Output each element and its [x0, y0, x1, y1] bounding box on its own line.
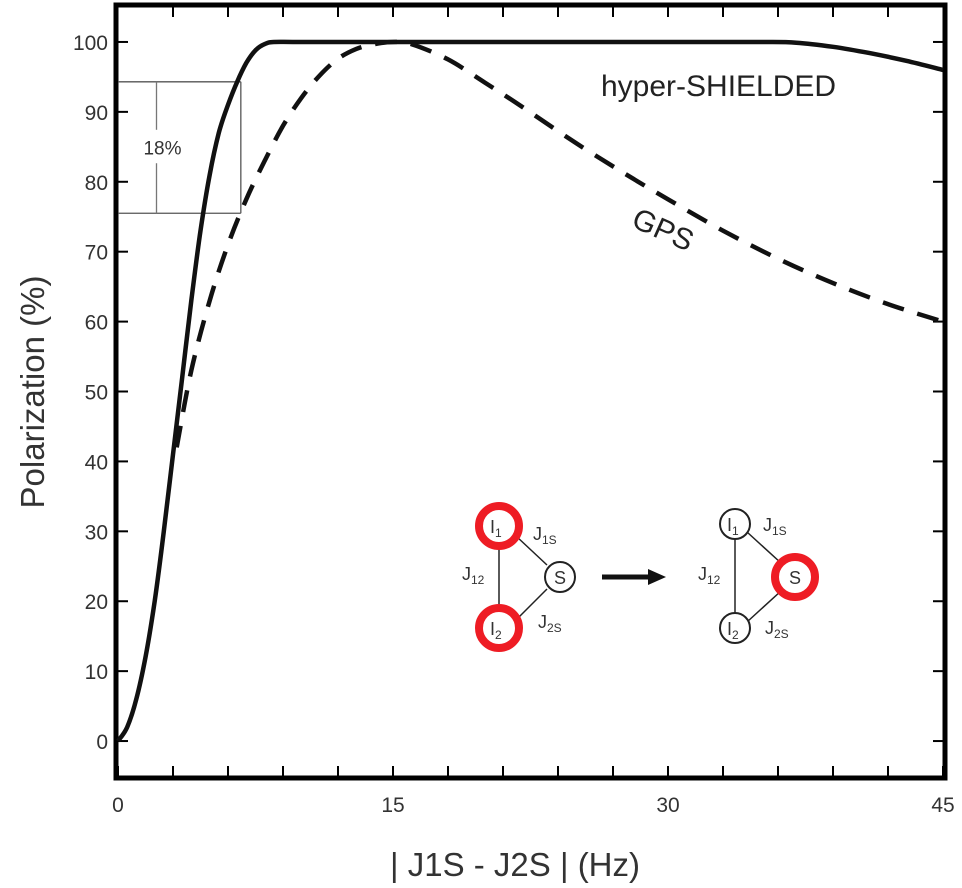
inset-left: I1 I2 S J1S J12 J2S — [462, 502, 576, 652]
x-tick-label: 45 — [931, 794, 954, 817]
bond-i2-s-right — [746, 590, 782, 623]
y-tick-label: 80 — [85, 172, 108, 195]
coupling-j2s-right-label: J2S — [765, 618, 789, 641]
y-tick-label: 30 — [85, 521, 108, 544]
node-s-right-label: S — [789, 568, 801, 588]
coupling-j12-right-label: J12 — [698, 564, 721, 587]
y-tick-label: 0 — [96, 731, 108, 754]
series-layer — [116, 39, 944, 743]
y-tick-label: 100 — [73, 32, 108, 55]
y-tick-label: 90 — [85, 102, 108, 125]
node-i1-label: I1 — [490, 517, 502, 540]
ticks-layer: 0 10 20 30 40 50 60 70 80 90 100 0 15 30 45 — [73, 7, 955, 817]
node-i2-right — [719, 612, 751, 644]
x-tick-label: 0 — [112, 794, 124, 817]
bond-i1-s-right — [746, 531, 782, 564]
y-tick-label: 60 — [85, 312, 108, 335]
gap-label: 18% — [143, 139, 181, 160]
node-i1-right-label: I1 — [727, 515, 739, 538]
x-tick-label: 15 — [381, 794, 404, 817]
x-axis-title: | J1S - J2S | (Hz) — [390, 846, 640, 883]
bond-i1-s — [515, 535, 548, 566]
y-axis-title: Polarization (%) — [14, 276, 51, 509]
bond-i2-s — [515, 588, 548, 621]
series-gps — [174, 39, 944, 448]
y-tick-label: 40 — [85, 451, 108, 474]
series-hyper-shielded — [116, 39, 944, 743]
coupling-j1s-right-label: J1S — [763, 515, 787, 538]
coupling-j12-label: J12 — [462, 564, 485, 587]
coupling-j2s-label: J2S — [538, 612, 562, 635]
node-i2-right-label: I2 — [727, 619, 739, 642]
x-tick-label: 30 — [656, 794, 679, 817]
y-tick-label: 70 — [85, 242, 108, 265]
node-i2-label: I2 — [490, 619, 502, 642]
gap-annotation: 18% — [118, 81, 242, 214]
y-tick-label: 50 — [85, 382, 108, 405]
node-s-highlighted — [771, 553, 819, 601]
node-s — [544, 561, 576, 593]
node-s-label: S — [554, 568, 566, 588]
node-i1-highlighted — [475, 502, 523, 550]
inset-right: I1 I2 S J1S J12 J2S — [698, 508, 819, 644]
y-tick-label: 20 — [85, 591, 108, 614]
hyper-shielded-label: hyper-SHIELDED — [601, 70, 836, 103]
y-tick-label: 10 — [85, 661, 108, 684]
coupling-j1s-label: J1S — [533, 524, 557, 547]
transfer-arrow — [602, 569, 666, 585]
node-i2-highlighted — [475, 604, 523, 652]
plot-frame — [113, 2, 948, 781]
node-i1-right — [719, 508, 751, 540]
